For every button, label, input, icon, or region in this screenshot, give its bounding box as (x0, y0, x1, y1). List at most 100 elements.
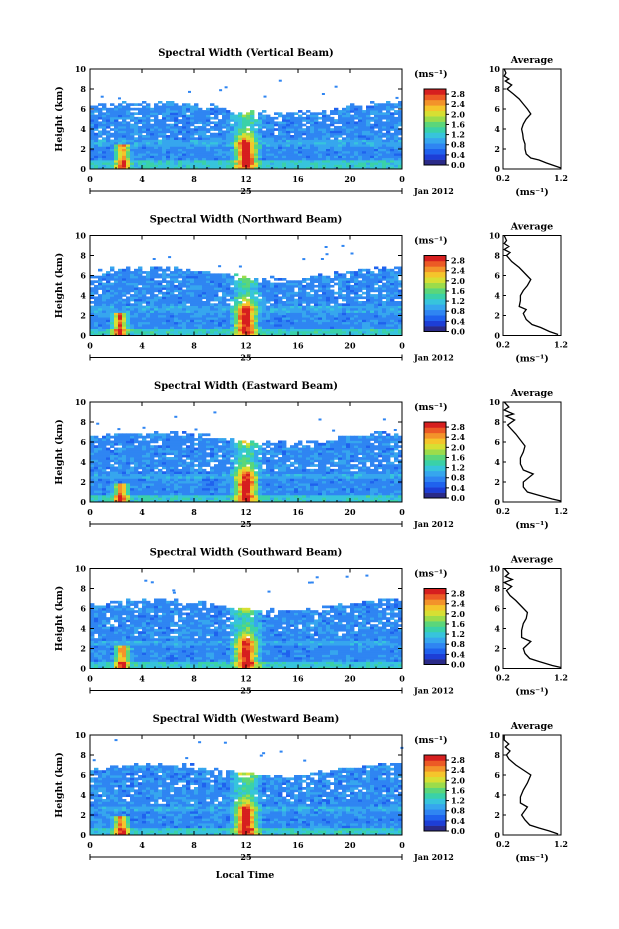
heatmap-cell (98, 153, 103, 156)
heatmap-cell (114, 459, 119, 463)
heatmap-cell (166, 328, 171, 332)
heatmap-cell (362, 312, 367, 316)
heatmap-cell (98, 155, 103, 159)
heatmap-cell (358, 155, 363, 159)
heatmap-cell (166, 466, 171, 470)
heatmap-cell (218, 307, 223, 311)
heatmap-cell (270, 298, 275, 302)
heatmap-cell (214, 303, 219, 306)
heatmap-cell (178, 317, 183, 320)
heatmap-cell (282, 310, 287, 313)
heatmap-cell (166, 321, 171, 325)
heatmap-cell (262, 119, 267, 122)
heatmap-cell (122, 303, 127, 306)
heatmap-cell (110, 296, 115, 300)
heatmap-cell (190, 492, 195, 496)
heatmap-cell (162, 121, 167, 125)
heatmap-cell (286, 287, 291, 290)
profile-y-tick-label: 2 (494, 311, 500, 321)
heatmap-cell (174, 303, 179, 306)
heatmap-cell (286, 121, 291, 125)
heatmap-cell (130, 114, 135, 118)
heatmap-cell (138, 291, 143, 295)
heatmap-cell (262, 164, 267, 168)
heatmap-cell (366, 139, 371, 143)
colorbar-swatch (424, 298, 446, 305)
heatmap-cell (102, 485, 107, 489)
heatmap-cell (110, 110, 115, 113)
heatmap-cell (290, 314, 295, 318)
heatmap-cell (202, 305, 207, 309)
heatmap-cell (174, 116, 179, 120)
heatmap-cell (202, 164, 207, 168)
colorbar-tick-label: 0.4 (451, 316, 465, 326)
heatmap-cell (250, 303, 255, 306)
heatmap-cell (118, 291, 123, 295)
heatmap-cell (98, 317, 103, 320)
heatmap-cell (94, 123, 99, 127)
heatmap-cell (134, 330, 139, 334)
heatmap-cell (194, 294, 199, 297)
heatmap-cell (190, 148, 195, 152)
heatmap-cell (182, 275, 187, 279)
heatmap-cell (138, 107, 143, 111)
heatmap-cell (386, 146, 391, 149)
heatmap-cell (170, 114, 175, 118)
heatmap-cell (386, 278, 391, 281)
heatmap-cell (378, 105, 383, 109)
heatmap-cell (238, 317, 243, 320)
heatmap-cell (90, 442, 95, 446)
heatmap-cell (206, 305, 211, 309)
heatmap-cell (226, 148, 231, 152)
heatmap-cell (222, 150, 227, 154)
heatmap-cell (314, 280, 319, 283)
heatmap-cell (90, 497, 95, 501)
heatmap-cell (198, 291, 203, 295)
heatmap-cell (358, 275, 363, 279)
heatmap-cell (318, 280, 323, 283)
heatmap-cell (178, 273, 183, 277)
heatmap-cell (314, 128, 319, 131)
heatmap-cell (214, 146, 219, 149)
heatmap-cell (390, 278, 395, 281)
heatmap-cell (178, 326, 183, 329)
colorbar-swatch (424, 105, 446, 112)
heatmap-cell (282, 330, 287, 334)
heatmap-cell (90, 137, 95, 140)
heatmap-cell (310, 123, 315, 127)
heatmap-cell (174, 447, 179, 451)
heatmap-cell (146, 435, 151, 439)
heatmap-cell (246, 301, 251, 304)
heatmap-cell (386, 307, 391, 311)
heatmap-cell (118, 162, 123, 165)
heatmap-cell (130, 275, 135, 279)
heatmap-cell (298, 121, 303, 125)
heatmap-cell (138, 473, 143, 477)
heatmap-cell (114, 150, 119, 154)
heatmap-cell (98, 278, 103, 281)
heatmap-cell (321, 93, 325, 95)
heatmap-cell (230, 330, 235, 334)
heatmap-cell (290, 162, 295, 165)
heatmap-cell (222, 314, 227, 318)
heatmap-cell (226, 326, 231, 329)
heatmap-cell (154, 314, 159, 318)
heatmap-cell (202, 125, 207, 129)
heatmap-cell (150, 499, 155, 503)
heatmap-cell (98, 284, 103, 288)
heatmap-cell (94, 107, 99, 111)
heatmap-cell (118, 449, 123, 453)
heatmap-cell (294, 317, 299, 320)
heatmap-cell (270, 132, 275, 136)
heatmap-cell (214, 121, 219, 125)
heatmap-cell (206, 146, 211, 149)
heatmap-cell (370, 314, 375, 318)
heatmap-cell (390, 103, 395, 106)
heatmap-cell (126, 144, 131, 147)
heatmap-cell (234, 310, 239, 313)
heatmap-cell (298, 153, 303, 156)
heatmap-cell (126, 433, 131, 437)
heatmap-cell (150, 289, 155, 293)
heatmap-cell (162, 164, 167, 168)
heatmap-cell (118, 294, 123, 297)
